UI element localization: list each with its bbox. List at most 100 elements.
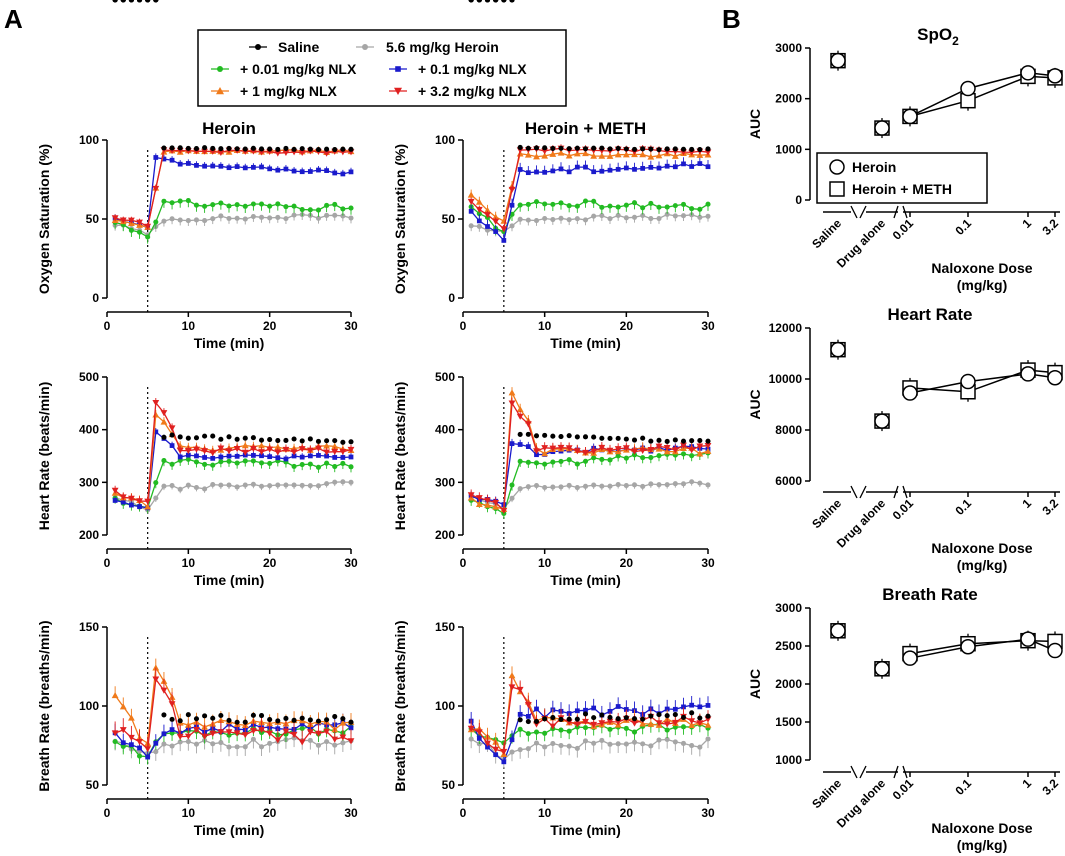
data-point bbox=[275, 201, 281, 207]
data-point bbox=[275, 482, 281, 488]
data-point bbox=[275, 214, 281, 221]
data-point bbox=[291, 463, 297, 469]
data-point bbox=[574, 203, 580, 209]
data-point bbox=[250, 145, 256, 151]
data-point bbox=[161, 731, 167, 737]
data-point bbox=[242, 146, 248, 152]
y-tick-label: 1500 bbox=[775, 715, 802, 729]
data-point bbox=[516, 686, 524, 694]
data-point bbox=[622, 445, 630, 452]
data-point bbox=[202, 455, 207, 460]
data-point bbox=[607, 726, 613, 732]
y-tick-label: 0 bbox=[795, 193, 802, 207]
data-point bbox=[306, 729, 314, 736]
data-point bbox=[332, 146, 338, 153]
y-axis-label: AUC bbox=[747, 669, 763, 699]
data-point bbox=[282, 728, 290, 735]
data-point bbox=[680, 213, 687, 219]
data-point bbox=[623, 483, 629, 489]
x-category-label: 3.2 bbox=[1039, 496, 1061, 518]
y-axis-label: AUC bbox=[747, 109, 763, 139]
data-point-circle bbox=[902, 108, 918, 125]
axis-break bbox=[902, 485, 908, 499]
data-point bbox=[136, 498, 143, 505]
data-point bbox=[299, 721, 305, 727]
data-point bbox=[234, 453, 240, 459]
data-point bbox=[640, 205, 646, 211]
data-point bbox=[153, 0, 159, 3]
data-point bbox=[144, 223, 152, 230]
chart-title: Heart Rate bbox=[887, 305, 972, 324]
data-point bbox=[525, 714, 531, 719]
data-point bbox=[574, 216, 580, 222]
data-point bbox=[525, 444, 531, 449]
data-point bbox=[275, 455, 281, 461]
data-point bbox=[517, 431, 523, 437]
data-point bbox=[160, 418, 168, 425]
data-point bbox=[234, 744, 240, 750]
data-point bbox=[242, 744, 248, 750]
data-point bbox=[217, 729, 225, 736]
data-point bbox=[582, 198, 589, 204]
series-line bbox=[470, 401, 709, 513]
data-point bbox=[582, 217, 589, 223]
data-point bbox=[169, 443, 175, 448]
data-point bbox=[607, 741, 613, 747]
legend-marker bbox=[395, 66, 401, 72]
data-point bbox=[468, 0, 474, 3]
data-point bbox=[623, 146, 629, 152]
data-point bbox=[656, 453, 662, 459]
data-point bbox=[340, 213, 346, 219]
data-point bbox=[484, 227, 491, 233]
data-point bbox=[640, 166, 646, 171]
data-point bbox=[566, 457, 572, 463]
data-point bbox=[136, 0, 143, 3]
data-point bbox=[648, 146, 654, 152]
data-point bbox=[202, 461, 208, 467]
data-point bbox=[217, 149, 225, 157]
data-point bbox=[210, 482, 216, 488]
data-point bbox=[267, 740, 273, 746]
data-point bbox=[639, 447, 647, 455]
data-point bbox=[283, 482, 289, 488]
data-point bbox=[704, 447, 712, 454]
data-point bbox=[201, 448, 208, 455]
data-point bbox=[274, 150, 282, 157]
x-tick-label: 20 bbox=[263, 556, 277, 570]
data-point bbox=[582, 449, 589, 456]
series-line bbox=[909, 639, 1056, 655]
legend-marker bbox=[255, 44, 261, 50]
data-point bbox=[282, 446, 290, 453]
data-point bbox=[259, 164, 264, 170]
data-point bbox=[225, 448, 233, 455]
data-point bbox=[517, 442, 523, 447]
series-1 bbox=[112, 0, 354, 725]
data-point bbox=[541, 450, 549, 457]
x-tick-label: 30 bbox=[344, 319, 358, 333]
data-point bbox=[299, 715, 305, 721]
data-point bbox=[508, 672, 516, 679]
data-point bbox=[574, 708, 580, 714]
data-point bbox=[226, 458, 232, 464]
data-point bbox=[201, 733, 208, 740]
y-tick-label: 400 bbox=[435, 423, 455, 437]
data-point bbox=[299, 438, 305, 444]
chart-title: Breath Rate bbox=[882, 585, 977, 604]
data-point bbox=[185, 738, 191, 745]
data-point bbox=[681, 704, 686, 710]
data-point bbox=[591, 740, 597, 746]
data-point bbox=[672, 739, 678, 745]
data-point bbox=[517, 144, 523, 151]
data-point bbox=[541, 445, 549, 452]
data-point bbox=[275, 718, 281, 724]
data-point bbox=[509, 202, 515, 208]
data-point bbox=[672, 437, 678, 443]
y-tick-label: 3000 bbox=[775, 601, 802, 615]
data-point bbox=[680, 146, 687, 152]
data-point bbox=[234, 215, 240, 221]
data-point bbox=[193, 459, 200, 465]
data-point bbox=[517, 216, 523, 222]
data-point bbox=[267, 460, 273, 466]
data-point bbox=[267, 166, 273, 172]
